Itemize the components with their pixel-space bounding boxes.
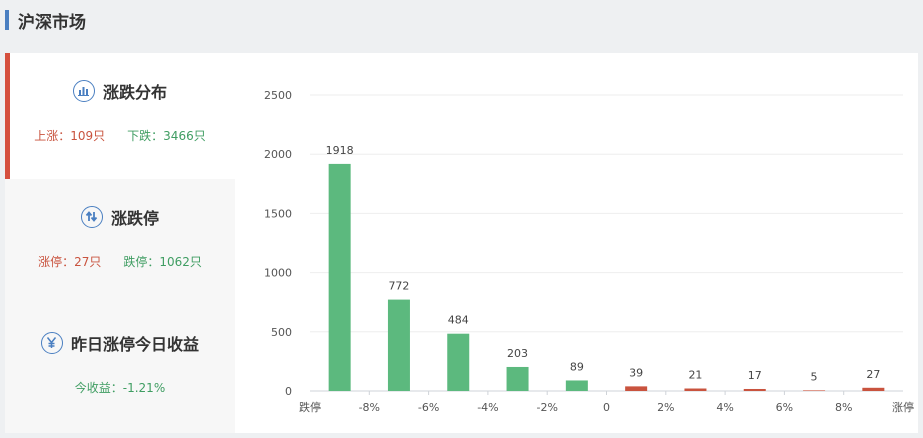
active-tab-indicator	[5, 53, 10, 179]
bar-value-label: 21	[688, 369, 702, 382]
x-tick-label: 8%	[835, 401, 852, 414]
x-tick-label: 4%	[716, 401, 733, 414]
y-tick-label: 1500	[264, 207, 292, 220]
section-title: 沪深市场	[18, 13, 86, 33]
x-tick-label: -2%	[536, 401, 557, 414]
header-accent-bar	[5, 10, 9, 30]
x-tick-label: 0	[603, 401, 610, 414]
bar	[862, 387, 885, 391]
limit-up-count: 涨停：27只	[38, 255, 102, 269]
bar-value-label: 39	[629, 366, 643, 379]
bar-chart-icon	[72, 80, 95, 102]
bar	[565, 380, 588, 391]
bar	[387, 299, 410, 391]
bar-value-label: 203	[507, 347, 528, 360]
section-header: 沪深市场	[0, 0, 923, 44]
bar-value-label: 5	[811, 370, 818, 383]
y-tick-label: 2000	[264, 148, 292, 161]
y-tick-label: 500	[271, 326, 292, 339]
rise-fall-distribution-chart: 0 500 1000 1500 2000 2500 跌停 -8% -6% -4% -2% 0 2% 4% 6…	[240, 53, 918, 433]
tab-limit-up-down[interactable]: 涨跌停 涨停：27只 跌停：1062只	[5, 179, 235, 305]
bar-value-label: 89	[570, 360, 584, 373]
market-panel: 涨跌分布 上涨：109只 下跌：3466只 涨跌停 涨停：27只 跌停：1062只	[5, 53, 918, 433]
bar	[625, 386, 648, 391]
rise-count: 上涨：109只	[34, 129, 106, 143]
y-tick-label: 2500	[264, 89, 292, 102]
bar-value-label: 1918	[326, 144, 354, 157]
bar	[328, 163, 351, 391]
sidebar: 涨跌分布 上涨：109只 下跌：3466只 涨跌停 涨停：27只 跌停：1062只	[5, 53, 235, 433]
x-tick-label: -8%	[359, 401, 380, 414]
x-tick-label: 2%	[657, 401, 674, 414]
tab-title: 涨跌停	[110, 209, 159, 228]
x-tick-label: 6%	[776, 401, 793, 414]
limit-down-count: 跌停：1062只	[123, 255, 202, 269]
x-tick-label: 跌停	[299, 400, 321, 414]
bar-value-label: 484	[448, 314, 469, 327]
yen-icon	[40, 332, 63, 354]
up-down-arrows-icon	[80, 206, 103, 228]
today-return: 今收益：-1.21%	[74, 381, 166, 395]
fall-count: 下跌：3466只	[127, 129, 206, 143]
bar	[684, 388, 707, 391]
x-tick-label: -6%	[418, 401, 439, 414]
tab-title: 昨日涨停今日收益	[70, 335, 199, 354]
x-tick-label: 涨停	[892, 400, 914, 414]
x-tick-label: -4%	[477, 401, 498, 414]
bar-value-label: 772	[388, 280, 409, 293]
tab-title: 涨跌分布	[102, 83, 167, 102]
bar-value-label: 17	[748, 369, 762, 382]
tab-yesterday-limit-up-return[interactable]: 昨日涨停今日收益 今收益：-1.21%	[5, 305, 235, 431]
chart-svg: 0 500 1000 1500 2000 2500 跌停 -8% -6% -4% -2% 0 2% 4% 6…	[264, 89, 914, 414]
tab-rise-fall-distribution[interactable]: 涨跌分布 上涨：109只 下跌：3466只	[5, 53, 235, 179]
bar	[743, 388, 766, 391]
bar	[506, 366, 529, 391]
bar	[447, 333, 470, 391]
y-tick-label: 0	[285, 385, 292, 398]
y-tick-label: 1000	[264, 267, 292, 280]
bar-value-label: 27	[866, 368, 880, 381]
bar	[803, 390, 826, 391]
